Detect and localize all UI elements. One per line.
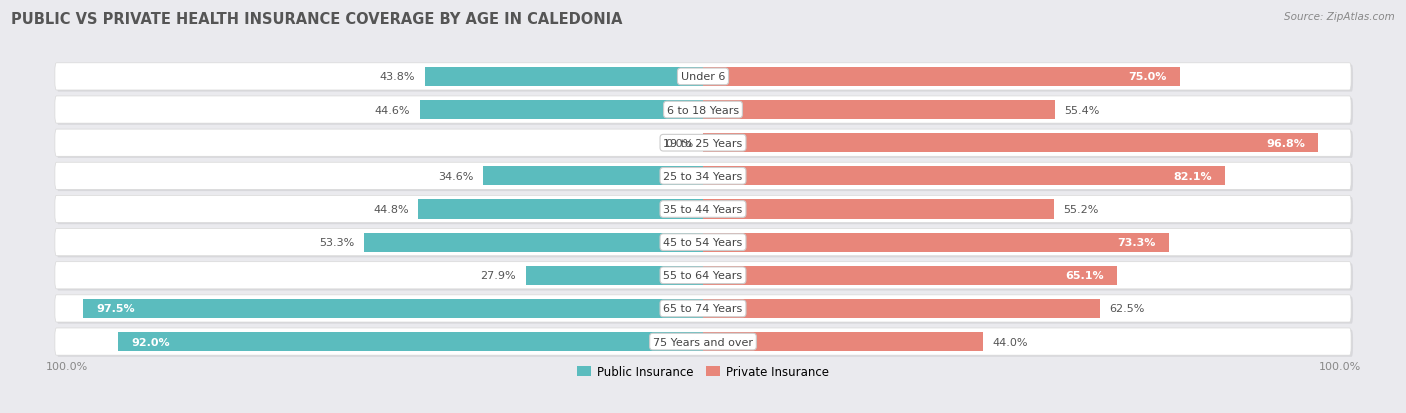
Text: 44.8%: 44.8% — [373, 204, 409, 214]
FancyBboxPatch shape — [703, 134, 1317, 153]
Text: 75 Years and over: 75 Years and over — [652, 337, 754, 347]
FancyBboxPatch shape — [56, 230, 1353, 258]
Text: 73.3%: 73.3% — [1118, 237, 1156, 247]
Text: 6 to 18 Years: 6 to 18 Years — [666, 105, 740, 115]
Text: 62.5%: 62.5% — [1109, 304, 1144, 313]
FancyBboxPatch shape — [526, 266, 703, 285]
FancyBboxPatch shape — [703, 101, 1054, 120]
Text: 75.0%: 75.0% — [1129, 72, 1167, 82]
FancyBboxPatch shape — [484, 167, 703, 186]
FancyBboxPatch shape — [55, 196, 1351, 223]
Text: 19 to 25 Years: 19 to 25 Years — [664, 138, 742, 148]
Text: 34.6%: 34.6% — [439, 171, 474, 181]
FancyBboxPatch shape — [703, 299, 1099, 318]
FancyBboxPatch shape — [419, 101, 703, 120]
Text: 44.0%: 44.0% — [993, 337, 1028, 347]
FancyBboxPatch shape — [364, 233, 703, 252]
Text: 92.0%: 92.0% — [131, 337, 170, 347]
FancyBboxPatch shape — [56, 264, 1353, 291]
FancyBboxPatch shape — [56, 164, 1353, 192]
FancyBboxPatch shape — [425, 68, 703, 87]
Text: 55 to 64 Years: 55 to 64 Years — [664, 271, 742, 280]
FancyBboxPatch shape — [56, 197, 1353, 225]
Text: PUBLIC VS PRIVATE HEALTH INSURANCE COVERAGE BY AGE IN CALEDONIA: PUBLIC VS PRIVATE HEALTH INSURANCE COVER… — [11, 12, 623, 27]
FancyBboxPatch shape — [419, 200, 703, 219]
FancyBboxPatch shape — [703, 233, 1168, 252]
Text: 55.4%: 55.4% — [1064, 105, 1099, 115]
Text: 65.1%: 65.1% — [1066, 271, 1104, 280]
Text: 45 to 54 Years: 45 to 54 Years — [664, 237, 742, 247]
Legend: Public Insurance, Private Insurance: Public Insurance, Private Insurance — [572, 360, 834, 383]
Text: 44.6%: 44.6% — [374, 105, 411, 115]
FancyBboxPatch shape — [703, 200, 1053, 219]
FancyBboxPatch shape — [83, 299, 703, 318]
FancyBboxPatch shape — [55, 163, 1351, 190]
Text: 53.3%: 53.3% — [319, 237, 354, 247]
FancyBboxPatch shape — [56, 297, 1353, 324]
Text: Source: ZipAtlas.com: Source: ZipAtlas.com — [1284, 12, 1395, 22]
FancyBboxPatch shape — [56, 98, 1353, 126]
Text: 100.0%: 100.0% — [45, 361, 87, 371]
Text: 27.9%: 27.9% — [481, 271, 516, 280]
Text: 0.0%: 0.0% — [665, 138, 693, 148]
Text: 100.0%: 100.0% — [1319, 361, 1361, 371]
Text: 25 to 34 Years: 25 to 34 Years — [664, 171, 742, 181]
FancyBboxPatch shape — [55, 130, 1351, 157]
FancyBboxPatch shape — [55, 97, 1351, 124]
FancyBboxPatch shape — [56, 65, 1353, 93]
Text: 82.1%: 82.1% — [1174, 171, 1212, 181]
FancyBboxPatch shape — [55, 295, 1351, 322]
FancyBboxPatch shape — [703, 68, 1180, 87]
FancyBboxPatch shape — [56, 330, 1353, 357]
FancyBboxPatch shape — [55, 64, 1351, 91]
Text: 35 to 44 Years: 35 to 44 Years — [664, 204, 742, 214]
FancyBboxPatch shape — [55, 262, 1351, 289]
FancyBboxPatch shape — [55, 229, 1351, 256]
FancyBboxPatch shape — [56, 131, 1353, 159]
Text: 43.8%: 43.8% — [380, 72, 415, 82]
FancyBboxPatch shape — [703, 167, 1225, 186]
Text: 55.2%: 55.2% — [1063, 204, 1098, 214]
FancyBboxPatch shape — [118, 332, 703, 351]
FancyBboxPatch shape — [703, 266, 1116, 285]
FancyBboxPatch shape — [703, 332, 983, 351]
Text: 96.8%: 96.8% — [1267, 138, 1305, 148]
Text: 65 to 74 Years: 65 to 74 Years — [664, 304, 742, 313]
Text: 97.5%: 97.5% — [96, 304, 135, 313]
Text: Under 6: Under 6 — [681, 72, 725, 82]
FancyBboxPatch shape — [55, 328, 1351, 355]
